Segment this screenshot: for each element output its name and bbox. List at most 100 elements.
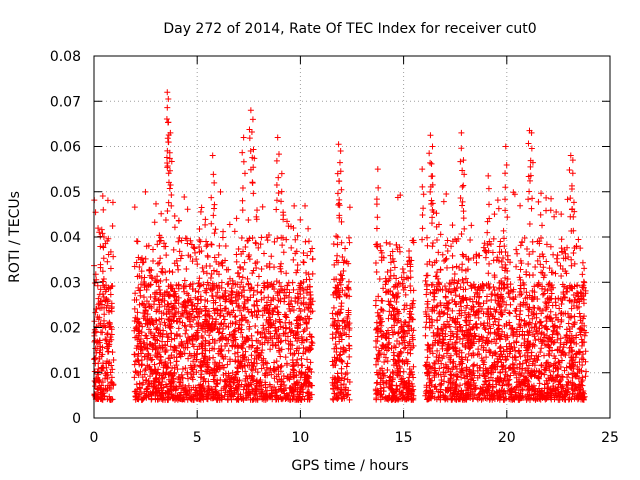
data-point	[443, 191, 450, 198]
data-point	[95, 377, 102, 384]
data-point	[175, 238, 182, 245]
data-point	[189, 286, 196, 293]
data-point	[473, 259, 480, 266]
data-point	[197, 208, 204, 215]
data-point	[222, 287, 229, 294]
data-point	[185, 298, 192, 305]
data-point	[167, 343, 174, 350]
data-point	[284, 373, 291, 380]
data-point	[290, 224, 297, 231]
data-point	[194, 329, 201, 336]
data-point	[187, 237, 194, 244]
data-point	[264, 237, 271, 244]
data-point	[238, 312, 245, 319]
data-point	[151, 291, 158, 298]
data-point	[289, 327, 296, 334]
data-point	[304, 313, 311, 320]
data-point	[224, 281, 231, 288]
data-point	[177, 379, 184, 386]
data-point	[284, 282, 291, 289]
data-point	[249, 367, 256, 374]
data-point	[344, 360, 351, 367]
data-point	[384, 366, 391, 373]
data-point	[246, 256, 253, 263]
data-point	[99, 344, 106, 351]
data-point	[474, 351, 481, 358]
data-point	[308, 338, 315, 345]
data-point	[169, 365, 176, 372]
data-point	[550, 251, 557, 258]
data-point	[171, 293, 178, 300]
data-point	[234, 270, 241, 277]
data-point	[553, 255, 560, 262]
data-point	[281, 311, 288, 318]
data-point	[262, 396, 269, 403]
data-point	[300, 250, 307, 257]
data-point	[305, 304, 312, 311]
data-point	[294, 267, 301, 274]
data-point	[207, 395, 214, 402]
data-point	[142, 255, 149, 262]
data-point	[297, 321, 304, 328]
data-point	[424, 272, 431, 279]
data-point	[131, 374, 138, 381]
data-point	[263, 307, 270, 314]
data-point	[182, 304, 189, 311]
data-point	[259, 334, 266, 341]
data-point	[212, 389, 219, 396]
data-point	[143, 332, 150, 339]
data-point	[190, 333, 197, 340]
data-point	[136, 301, 143, 308]
data-point	[246, 135, 253, 142]
data-point	[109, 366, 116, 373]
data-point	[222, 298, 229, 305]
data-point	[515, 348, 522, 355]
data-point	[187, 362, 194, 369]
data-point	[272, 324, 279, 331]
data-point	[240, 354, 247, 361]
data-point	[284, 286, 291, 293]
data-point	[579, 374, 586, 381]
data-point	[155, 396, 162, 403]
data-point	[282, 354, 289, 361]
data-point	[251, 301, 258, 308]
data-point	[200, 378, 207, 385]
data-point	[502, 170, 509, 177]
data-point	[248, 285, 255, 292]
data-point	[237, 329, 244, 336]
data-point	[428, 197, 435, 204]
data-point	[110, 253, 117, 260]
data-point	[109, 283, 116, 290]
data-point	[277, 319, 284, 326]
data-point	[460, 253, 467, 260]
data-point	[309, 308, 316, 315]
data-point	[552, 270, 559, 277]
data-point	[173, 358, 180, 365]
data-point	[163, 369, 170, 376]
data-point	[271, 384, 278, 391]
data-point	[165, 396, 172, 403]
data-point	[141, 390, 148, 397]
data-point	[137, 368, 144, 375]
data-point	[267, 301, 274, 308]
data-point	[158, 315, 165, 322]
data-point	[191, 363, 198, 370]
data-point	[190, 343, 197, 350]
data-point	[233, 251, 240, 258]
data-point	[252, 385, 259, 392]
data-point	[150, 258, 157, 265]
data-point	[179, 385, 186, 392]
data-point	[184, 371, 191, 378]
data-point	[552, 299, 559, 306]
data-point	[106, 308, 113, 315]
data-point	[150, 321, 157, 328]
data-point	[424, 242, 431, 249]
data-point	[133, 238, 140, 245]
data-point	[288, 244, 295, 251]
data-point	[234, 378, 241, 385]
data-point	[469, 363, 476, 370]
data-point	[401, 345, 408, 352]
data-point	[280, 209, 287, 216]
data-point	[252, 323, 259, 330]
